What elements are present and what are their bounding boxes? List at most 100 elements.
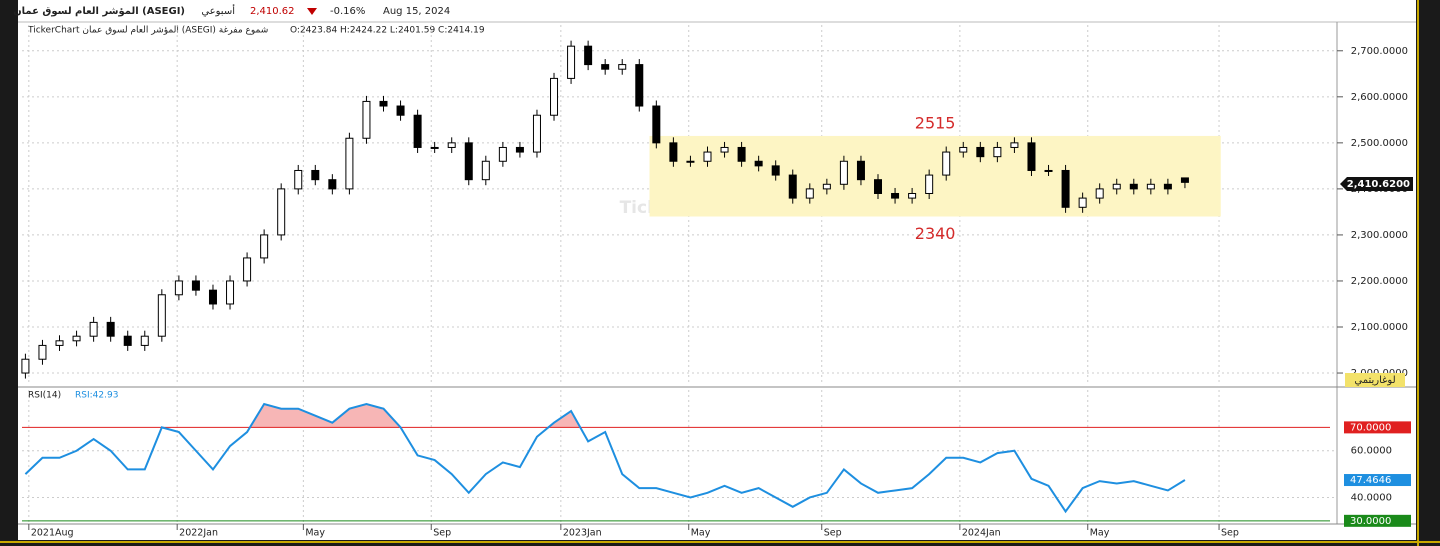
y-tick-label: 60.0000 — [1351, 446, 1392, 457]
candle-body — [191, 280, 200, 291]
x-tick-label: 2024Jan — [962, 528, 1001, 539]
y-tick-label: 2,500.0000 — [1351, 138, 1408, 149]
x-tick-label: Sep — [824, 528, 842, 539]
x-tick-label: 2021Aug — [31, 528, 74, 539]
candle-body — [618, 64, 627, 70]
candle-body — [21, 358, 30, 374]
candle-body — [38, 344, 47, 360]
down-arrow — [307, 8, 317, 15]
candle-body — [243, 257, 252, 282]
y-tick-label: 2,700.0000 — [1351, 46, 1408, 57]
candle-body — [1112, 183, 1121, 190]
header-price: 2,410.62 — [250, 6, 295, 17]
candle-body — [345, 137, 354, 190]
candle-body — [584, 45, 593, 66]
candle-body — [481, 160, 490, 181]
candle-body — [976, 146, 985, 158]
candle-body — [669, 142, 678, 162]
header-title: المؤشر العام لسوق عمان (ASEGI) — [13, 6, 185, 17]
overbought-fill — [249, 404, 581, 428]
candle-body — [1044, 169, 1053, 172]
candle-body — [959, 146, 968, 153]
scale-badge — [1345, 373, 1405, 387]
candle-body — [822, 183, 831, 190]
last-price-tag — [1340, 176, 1413, 191]
header-change: -0.16% — [330, 6, 365, 17]
candle-body — [1146, 183, 1155, 190]
x-tick-label: 2023Jan — [563, 528, 602, 539]
y-tick-label: 2,600.0000 — [1351, 92, 1408, 103]
y-tick-label: 2,200.0000 — [1351, 276, 1408, 287]
header-date: Aug 15, 2024 — [383, 6, 450, 17]
overbought-tag-label: 70.0000 — [1350, 422, 1391, 433]
candle-body — [805, 188, 814, 199]
candle-body — [208, 289, 217, 305]
candle-body — [993, 146, 1002, 158]
candle-body — [874, 179, 883, 194]
last-price-label: 2,410.6200 — [1347, 179, 1410, 190]
x-tick-label: May — [691, 528, 711, 539]
candle-body — [1027, 142, 1036, 171]
candle-body — [737, 146, 746, 162]
oversold-tag — [1344, 514, 1411, 527]
candle-body — [174, 280, 183, 296]
candle-body — [601, 64, 610, 70]
candle-body — [515, 146, 524, 153]
candle-body — [532, 114, 541, 153]
candle-body — [925, 174, 934, 194]
candle-body — [226, 280, 235, 305]
x-tick-label: Sep — [433, 528, 451, 539]
candle-body — [686, 160, 695, 163]
candle-body — [277, 188, 286, 236]
window — [18, 0, 1416, 540]
rsi-line — [24, 402, 1186, 514]
candle-body — [362, 100, 371, 139]
y-tick-label: 2,300.0000 — [1351, 230, 1408, 241]
candle-body — [72, 335, 81, 342]
candle-body — [1180, 177, 1189, 183]
candle-body — [908, 192, 917, 199]
scale-label: لوغاريتمي — [1354, 375, 1395, 386]
candle-body — [652, 105, 661, 144]
x-tick-label: 2022Jan — [179, 528, 218, 539]
candle-body — [413, 114, 422, 148]
candle-body — [856, 160, 865, 181]
candle-body — [1163, 183, 1172, 190]
range-box — [649, 135, 1221, 217]
candle-body — [1061, 169, 1070, 208]
pane-title: RSI(14) — [28, 391, 61, 401]
candle-body — [140, 335, 149, 346]
range-high-label: 2515 — [915, 113, 956, 132]
candle-body — [771, 165, 780, 176]
x-tick-label: Sep — [1221, 528, 1239, 539]
candle-body — [720, 146, 729, 153]
candle-body — [788, 174, 797, 199]
y-tick-label: 40.0000 — [1351, 492, 1392, 503]
candle-body — [550, 77, 559, 116]
candle-body — [396, 105, 405, 116]
overbought-tag — [1344, 421, 1411, 434]
candle-body — [89, 321, 98, 337]
candle-body — [157, 294, 166, 337]
candle-body — [311, 169, 320, 181]
range-low-label: 2340 — [915, 224, 956, 243]
candle-body — [55, 340, 64, 346]
ohlc-readout: O:2423.84 H:2424.22 L:2401.59 C:2414.19 — [290, 26, 485, 36]
candle-body — [260, 234, 269, 259]
candle-body — [942, 151, 951, 176]
oversold-tag-label: 30.0000 — [1350, 516, 1391, 527]
candle-body — [498, 146, 507, 162]
candle-body — [1078, 197, 1087, 208]
y-tick-label: 2,100.0000 — [1351, 322, 1408, 333]
x-tick-label: May — [305, 528, 325, 539]
candle-body — [447, 142, 456, 148]
last-rsi-tag — [1344, 474, 1411, 487]
candle-body — [754, 160, 763, 167]
candle-body — [379, 100, 388, 107]
x-tick-label: May — [1090, 528, 1110, 539]
candle-body — [294, 169, 303, 190]
candle-body — [464, 142, 473, 181]
legend-entry: RSI:42.93 — [75, 391, 118, 401]
